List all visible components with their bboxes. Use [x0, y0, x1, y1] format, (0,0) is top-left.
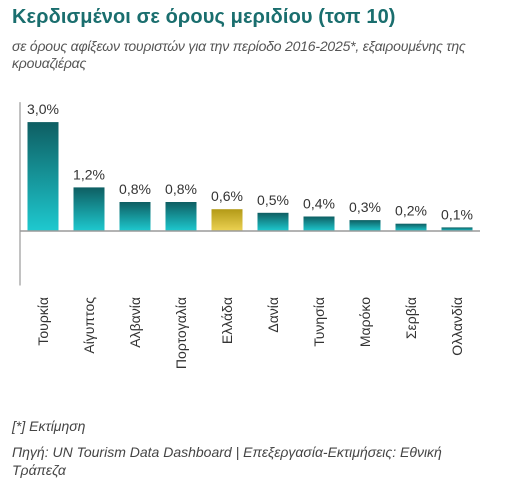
- data-label-9: 0,2%: [395, 203, 427, 219]
- category-label-4: Πορτογαλία: [173, 297, 189, 369]
- category-label-10: Ολλανδία: [449, 297, 465, 356]
- bar-4: [165, 202, 197, 231]
- category-label-8: Μαρόκο: [357, 297, 373, 347]
- category-labels-layer: Τουρκία Αίγυπτος Αλβανία Πορτογαλία Ελλάδα Δα…: [35, 297, 465, 369]
- data-label-6: 0,5%: [257, 192, 289, 208]
- data-labels-layer: 3,0% 1,2% 0,8% 0,8% 0,6% 0,5% 0,4% 0,3% 0,2% 0,1%: [27, 101, 473, 222]
- category-label-6: Δανία: [265, 297, 281, 333]
- bar-9: [395, 223, 427, 231]
- bar-chart: 3,0% 1,2% 0,8% 0,8% 0,6% 0,5% 0,4% 0,3% 0,2% 0,1%…: [19, 101, 480, 369]
- bar-3: [119, 202, 151, 231]
- data-label-3: 0,8%: [119, 181, 151, 197]
- bar-6: [257, 212, 289, 231]
- data-label-5: 0,6%: [211, 188, 243, 204]
- bar-10: [441, 227, 473, 231]
- chart-subtitle: σε όρους αφίξεων τουριστών για την περίο…: [12, 38, 466, 71]
- category-label-5: Ελλάδα: [219, 297, 235, 344]
- bar-1: [27, 122, 59, 231]
- bar-2: [73, 187, 105, 231]
- chart-title: Κερδισμένοι σε όρους μεριδίου (τοπ 10): [12, 6, 396, 28]
- category-label-9: Σερβία: [403, 297, 419, 339]
- data-label-2: 1,2%: [73, 166, 105, 182]
- data-label-1: 3,0%: [27, 101, 59, 117]
- data-label-7: 0,4%: [303, 196, 335, 212]
- bar-5: [211, 209, 243, 231]
- bars-layer: [27, 122, 473, 231]
- category-label-2: Αίγυπτος: [81, 297, 97, 354]
- source-note: Πηγή: UN Tourism Data Dashboard | Επεξερ…: [12, 444, 442, 478]
- category-label-7: Τυνησία: [311, 297, 327, 347]
- bar-8: [349, 220, 381, 231]
- data-label-8: 0,3%: [349, 199, 381, 215]
- category-label-1: Τουρκία: [35, 297, 51, 346]
- data-label-4: 0,8%: [165, 181, 197, 197]
- bar-7: [303, 216, 335, 231]
- data-label-10: 0,1%: [441, 206, 473, 222]
- category-label-3: Αλβανία: [127, 297, 143, 348]
- footnote: [*] Εκτίμηση: [12, 418, 86, 434]
